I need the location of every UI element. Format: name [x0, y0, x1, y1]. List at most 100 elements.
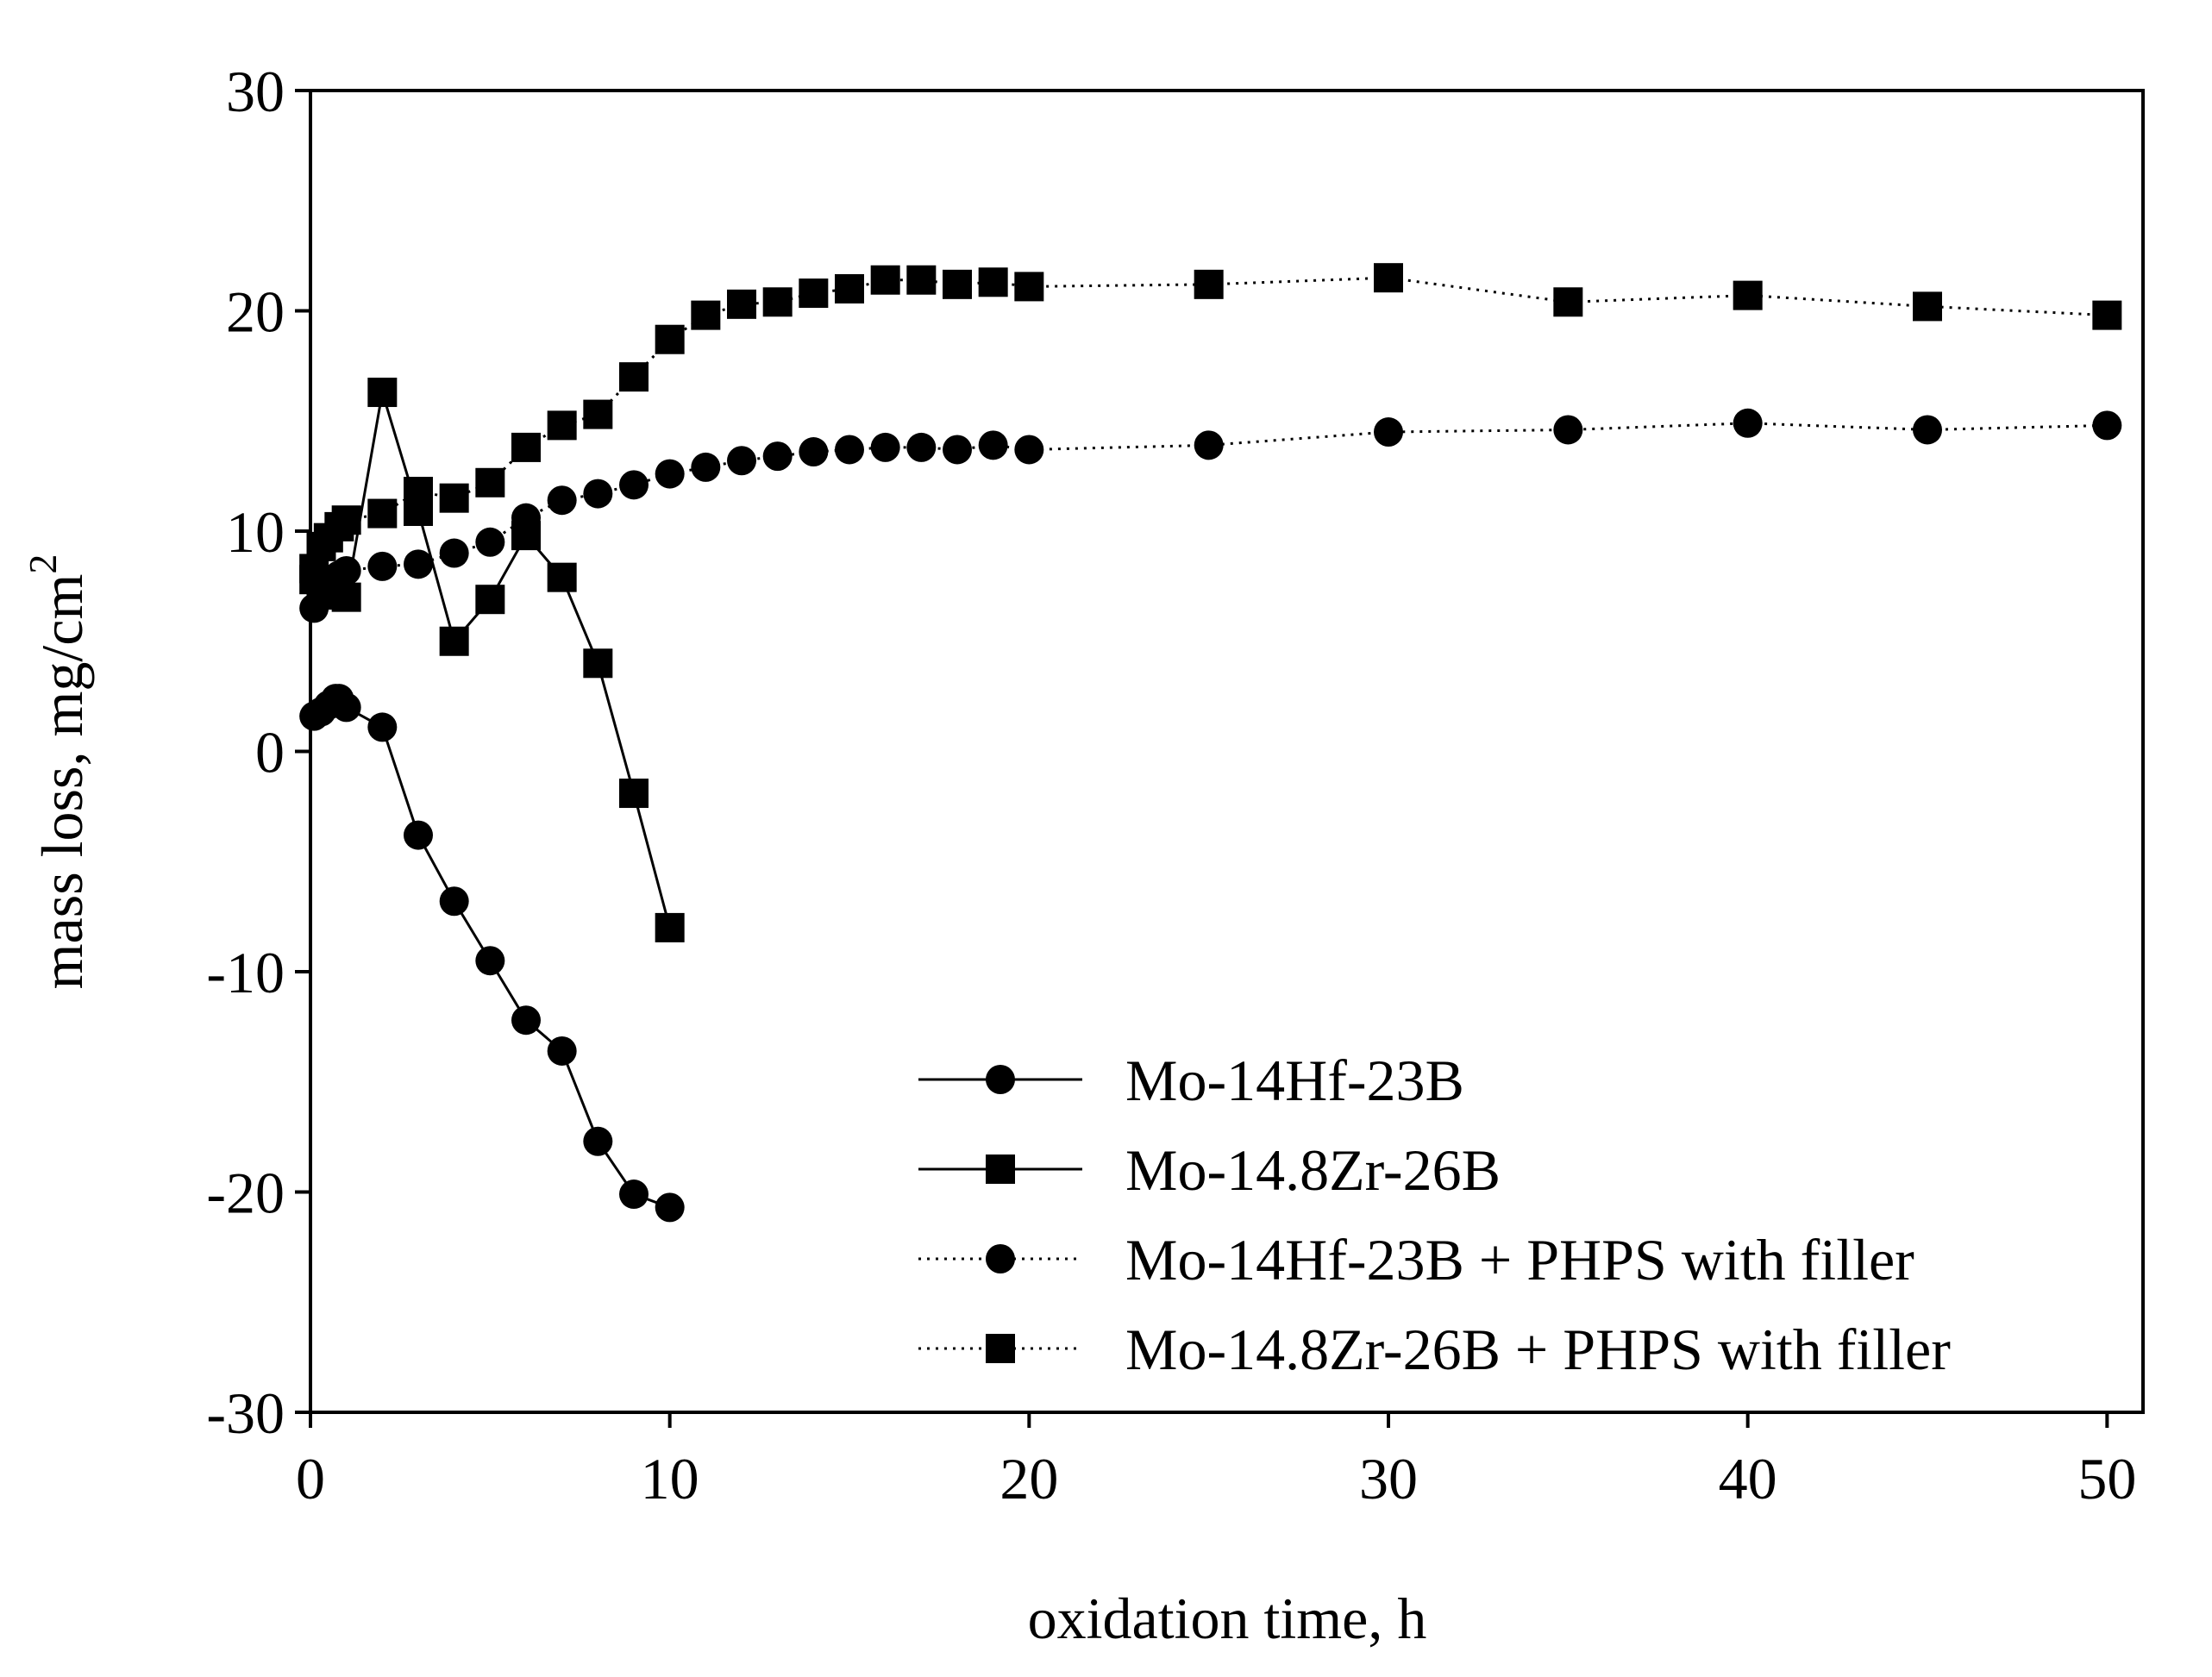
series-3-point — [727, 446, 756, 476]
series-3-point — [404, 549, 433, 579]
series-4-point — [978, 267, 1008, 297]
series-4-point — [906, 265, 937, 295]
series-4-point — [799, 278, 829, 309]
plot-frame — [309, 89, 2145, 1414]
series-3-point — [547, 485, 577, 516]
legend-label-3: Mo-14Hf-23B + PHPS with filler — [1125, 1227, 1914, 1292]
y-tick-label: 30 — [226, 59, 285, 124]
series-3-point — [475, 527, 505, 557]
series-4 — [299, 263, 2122, 584]
series-2-point — [475, 585, 505, 615]
series-1-point — [404, 820, 433, 850]
series-4-line — [312, 276, 2108, 569]
series-1-point — [511, 1005, 541, 1036]
series-4-point — [404, 477, 433, 507]
y-axis-label-main: mass loss, mg/cm — [29, 574, 95, 990]
x-tick-label: 40 — [1719, 1446, 1777, 1511]
series-3-point — [799, 437, 829, 467]
series-4-point — [511, 432, 541, 462]
series-4-point — [727, 289, 756, 319]
series-3-point — [1014, 435, 1044, 465]
series-2-point — [547, 562, 577, 592]
legend-label-2: Mo-14.8Zr-26B — [1125, 1137, 1501, 1203]
x-axis-label: oxidation time, h — [1028, 1586, 1427, 1651]
series-3-point — [1553, 415, 1583, 445]
series-1 — [299, 684, 685, 1223]
series-3-point — [655, 459, 685, 489]
x-tick-label: 10 — [641, 1446, 699, 1511]
series-3 — [299, 408, 2122, 623]
series-3-point — [943, 435, 972, 465]
y-tick-label: -30 — [206, 1380, 285, 1446]
plot-series — [299, 263, 2122, 1223]
series-4-point — [583, 399, 613, 429]
legend-marker-3 — [986, 1244, 1015, 1273]
y-axis-label: mass loss, mg/cm2 — [21, 554, 95, 990]
legend-marker-2 — [986, 1155, 1015, 1184]
series-2-point — [583, 648, 613, 679]
series-2-point — [619, 779, 649, 809]
legend: Mo-14Hf-23B Mo-14.8Zr-26B Mo-14Hf-23B + PH… — [918, 1048, 1951, 1382]
series-1-point — [655, 1192, 685, 1223]
series-3-point — [367, 551, 398, 581]
series-4-point — [1913, 291, 1942, 322]
y-tick-label: 0 — [255, 720, 285, 785]
series-3-point — [691, 452, 721, 482]
series-4-point — [1194, 269, 1224, 299]
x-tick-label: 50 — [2077, 1446, 2136, 1511]
y-tick-label: -20 — [206, 1161, 285, 1226]
series-4-point — [1733, 280, 1763, 310]
series-4-point — [439, 483, 469, 513]
series-3-point — [583, 479, 613, 509]
series-3-point — [1194, 430, 1224, 460]
series-4-point — [1014, 272, 1044, 302]
series-4-point — [655, 324, 685, 354]
series-3-point — [978, 430, 1008, 460]
series-4-point — [835, 273, 864, 303]
series-4-point — [367, 498, 398, 529]
series-4-point — [1553, 287, 1583, 317]
legend-marker-1 — [986, 1065, 1015, 1094]
series-4-point — [943, 269, 972, 299]
series-3-point — [1733, 408, 1763, 438]
y-tick-label: 20 — [226, 279, 285, 345]
series-3-point — [619, 470, 649, 500]
legend-label-4: Mo-14.8Zr-26B + PHPS with filler — [1125, 1317, 1951, 1382]
x-tick-label: 0 — [296, 1446, 325, 1511]
series-4-point — [762, 287, 793, 317]
series-1-point — [475, 946, 505, 976]
series-1-point — [367, 712, 398, 742]
series-4-point — [619, 362, 649, 392]
series-3-line — [312, 422, 2108, 610]
y-tick-label: 10 — [226, 499, 285, 565]
series-4-point — [475, 467, 505, 497]
series-1-point — [547, 1036, 577, 1066]
series-3-point — [762, 441, 793, 472]
y-axis-label-superscript: 2 — [21, 554, 65, 574]
series-3-point — [870, 432, 900, 462]
x-tick-label: 30 — [1359, 1446, 1418, 1511]
series-3-point — [1374, 417, 1403, 447]
series-4-point — [547, 410, 577, 441]
series-1-point — [331, 692, 361, 723]
y-tick-label: -10 — [206, 940, 285, 1005]
series-2 — [299, 378, 685, 942]
series-3-point — [1913, 415, 1942, 445]
series-1-point — [583, 1126, 613, 1156]
series-4-point — [331, 505, 361, 535]
legend-label-1: Mo-14Hf-23B — [1125, 1048, 1464, 1113]
series-3-point — [835, 435, 864, 465]
series-1-point — [619, 1180, 649, 1210]
series-2-point — [439, 626, 469, 656]
series-1-point — [439, 886, 469, 917]
series-3-point — [439, 538, 469, 568]
series-3-point — [906, 432, 937, 462]
legend-marker-4 — [986, 1334, 1015, 1363]
series-2-point — [367, 378, 398, 408]
series-4-point — [691, 300, 721, 330]
series-4-point — [2092, 300, 2122, 330]
series-3-point — [331, 555, 361, 585]
x-tick-label: 20 — [999, 1446, 1058, 1511]
